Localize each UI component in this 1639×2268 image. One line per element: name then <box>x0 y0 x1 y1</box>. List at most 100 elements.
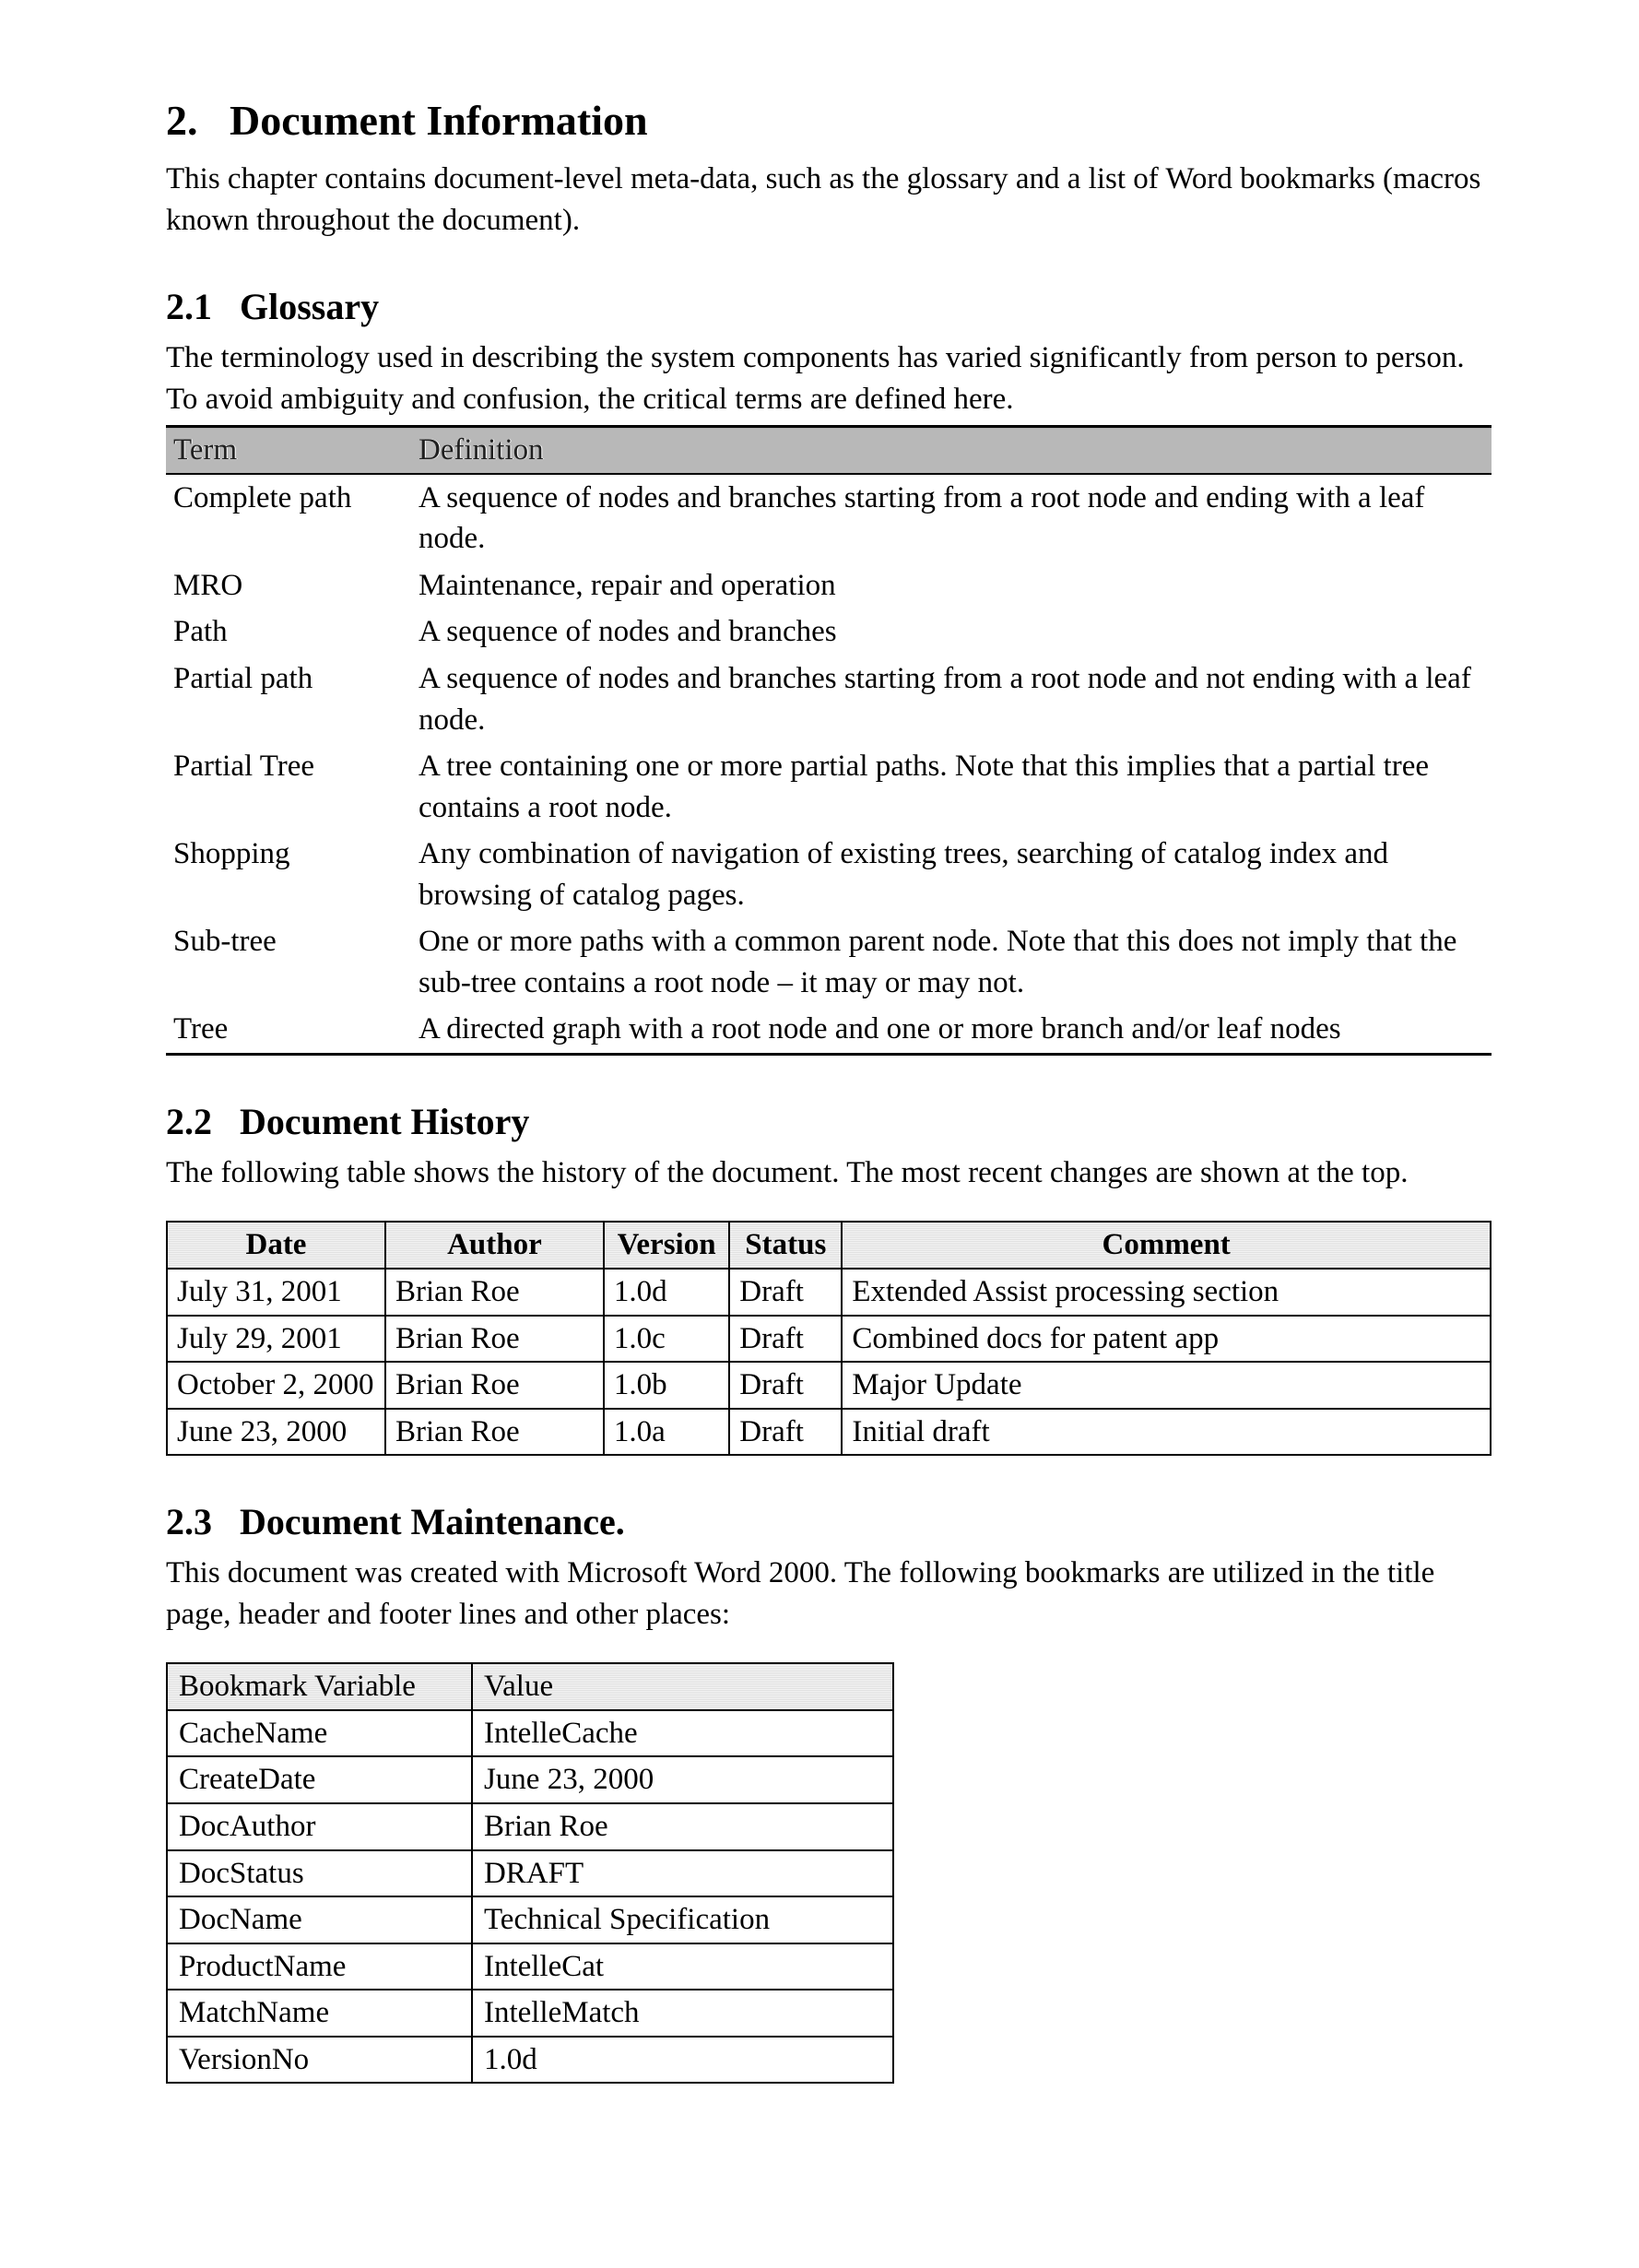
glossary-title: Glossary <box>240 286 379 327</box>
bookmark-row: DocStatusDRAFT <box>167 1850 893 1897</box>
history-cell: Draft <box>729 1362 842 1409</box>
bookmark-value: IntelleMatch <box>472 1990 893 2037</box>
history-cell: Draft <box>729 1409 842 1456</box>
glossary-definition: One or more paths with a common parent n… <box>411 918 1492 1006</box>
bookmark-row: MatchNameIntelleMatch <box>167 1990 893 2037</box>
history-row: October 2, 2000Brian Roe1.0bDraftMajor U… <box>167 1362 1491 1409</box>
maintenance-heading: 2.3 Document Maintenance. <box>166 1497 1492 1547</box>
glossary-definition: Any combination of navigation of existin… <box>411 831 1492 918</box>
history-col-author: Author <box>385 1222 604 1269</box>
bookmark-row: VersionNo1.0d <box>167 2037 893 2084</box>
glossary-definition: A sequence of nodes and branches startin… <box>411 474 1492 562</box>
bookmark-row: CacheNameIntelleCache <box>167 1710 893 1757</box>
maintenance-number: 2.3 <box>166 1501 212 1542</box>
history-col-date: Date <box>167 1222 385 1269</box>
history-cell: 1.0c <box>604 1316 729 1363</box>
glossary-term: Partial Tree <box>166 743 411 831</box>
history-cell: 1.0a <box>604 1409 729 1456</box>
glossary-row: ShoppingAny combination of navigation of… <box>166 831 1492 918</box>
glossary-definition: A tree containing one or more partial pa… <box>411 743 1492 831</box>
maintenance-intro: This document was created with Microsoft… <box>166 1553 1492 1635</box>
bookmark-value: Technical Specification <box>472 1896 893 1943</box>
glossary-header-row: Term Definition <box>166 427 1492 474</box>
glossary-definition: A directed graph with a root node and on… <box>411 1006 1492 1054</box>
history-cell: October 2, 2000 <box>167 1362 385 1409</box>
history-cell: Brian Roe <box>385 1316 604 1363</box>
history-cell: Draft <box>729 1269 842 1316</box>
history-col-status: Status <box>729 1222 842 1269</box>
section-heading: 2. Document Information <box>166 92 1492 149</box>
history-cell: Brian Roe <box>385 1409 604 1456</box>
bookmark-row: DocNameTechnical Specification <box>167 1896 893 1943</box>
history-header-row: Date Author Version Status Comment <box>167 1222 1491 1269</box>
glossary-definition: A sequence of nodes and branches startin… <box>411 656 1492 743</box>
history-cell: Initial draft <box>842 1409 1491 1456</box>
history-cell: Extended Assist processing section <box>842 1269 1491 1316</box>
glossary-row: Partial pathA sequence of nodes and bran… <box>166 656 1492 743</box>
document-page: 2. Document Information This chapter con… <box>0 0 1639 2268</box>
glossary-definition: Maintenance, repair and operation <box>411 562 1492 609</box>
history-cell: Brian Roe <box>385 1269 604 1316</box>
bookmarks-table: Bookmark Variable Value CacheNameIntelle… <box>166 1662 894 2084</box>
glossary-row: Partial TreeA tree containing one or mor… <box>166 743 1492 831</box>
history-cell: Combined docs for patent app <box>842 1316 1491 1363</box>
glossary-term: Shopping <box>166 831 411 918</box>
bookmark-variable: DocAuthor <box>167 1803 472 1850</box>
glossary-intro: The terminology used in describing the s… <box>166 337 1492 419</box>
history-number: 2.2 <box>166 1101 212 1142</box>
history-intro: The following table shows the history of… <box>166 1152 1492 1194</box>
bookmark-value: IntelleCat <box>472 1943 893 1990</box>
bookmarks-header-row: Bookmark Variable Value <box>167 1663 893 1710</box>
history-cell: 1.0b <box>604 1362 729 1409</box>
bookmark-variable: MatchName <box>167 1990 472 2037</box>
history-cell: 1.0d <box>604 1269 729 1316</box>
history-row: July 29, 2001Brian Roe1.0cDraftCombined … <box>167 1316 1491 1363</box>
glossary-term: Tree <box>166 1006 411 1054</box>
glossary-col-term: Term <box>166 427 411 474</box>
glossary-row: Sub-treeOne or more paths with a common … <box>166 918 1492 1006</box>
history-cell: July 29, 2001 <box>167 1316 385 1363</box>
bookmark-value: June 23, 2000 <box>472 1756 893 1803</box>
history-row: June 23, 2000Brian Roe1.0aDraftInitial d… <box>167 1409 1491 1456</box>
bookmark-variable: VersionNo <box>167 2037 472 2084</box>
section-title: Document Information <box>230 97 648 144</box>
bookmark-value: DRAFT <box>472 1850 893 1897</box>
history-cell: Draft <box>729 1316 842 1363</box>
glossary-number: 2.1 <box>166 286 212 327</box>
history-title: Document History <box>240 1101 529 1142</box>
glossary-term: Complete path <box>166 474 411 562</box>
glossary-term: Path <box>166 608 411 656</box>
bookmark-row: CreateDateJune 23, 2000 <box>167 1756 893 1803</box>
bookmark-variable: DocName <box>167 1896 472 1943</box>
bookmark-row: ProductNameIntelleCat <box>167 1943 893 1990</box>
glossary-row: Complete pathA sequence of nodes and bra… <box>166 474 1492 562</box>
glossary-term: Partial path <box>166 656 411 743</box>
glossary-col-definition: Definition <box>411 427 1492 474</box>
history-col-comment: Comment <box>842 1222 1491 1269</box>
glossary-heading: 2.1 Glossary <box>166 282 1492 332</box>
glossary-term: MRO <box>166 562 411 609</box>
glossary-term: Sub-tree <box>166 918 411 1006</box>
bookmark-value: IntelleCache <box>472 1710 893 1757</box>
history-heading: 2.2 Document History <box>166 1097 1492 1147</box>
bookmark-value: Brian Roe <box>472 1803 893 1850</box>
bookmarks-col-variable: Bookmark Variable <box>167 1663 472 1710</box>
history-table: Date Author Version Status Comment July … <box>166 1221 1492 1456</box>
glossary-row: MROMaintenance, repair and operation <box>166 562 1492 609</box>
bookmark-row: DocAuthorBrian Roe <box>167 1803 893 1850</box>
bookmark-variable: CacheName <box>167 1710 472 1757</box>
section-intro: This chapter contains document-level met… <box>166 159 1492 241</box>
glossary-definition: A sequence of nodes and branches <box>411 608 1492 656</box>
maintenance-title: Document Maintenance. <box>240 1501 625 1542</box>
history-col-version: Version <box>604 1222 729 1269</box>
history-cell: July 31, 2001 <box>167 1269 385 1316</box>
history-cell: Brian Roe <box>385 1362 604 1409</box>
glossary-row: PathA sequence of nodes and branches <box>166 608 1492 656</box>
bookmark-variable: ProductName <box>167 1943 472 1990</box>
history-row: July 31, 2001Brian Roe1.0dDraftExtended … <box>167 1269 1491 1316</box>
section-number: 2. <box>166 97 198 144</box>
glossary-row: TreeA directed graph with a root node an… <box>166 1006 1492 1054</box>
history-cell: Major Update <box>842 1362 1491 1409</box>
bookmark-value: 1.0d <box>472 2037 893 2084</box>
bookmarks-col-value: Value <box>472 1663 893 1710</box>
